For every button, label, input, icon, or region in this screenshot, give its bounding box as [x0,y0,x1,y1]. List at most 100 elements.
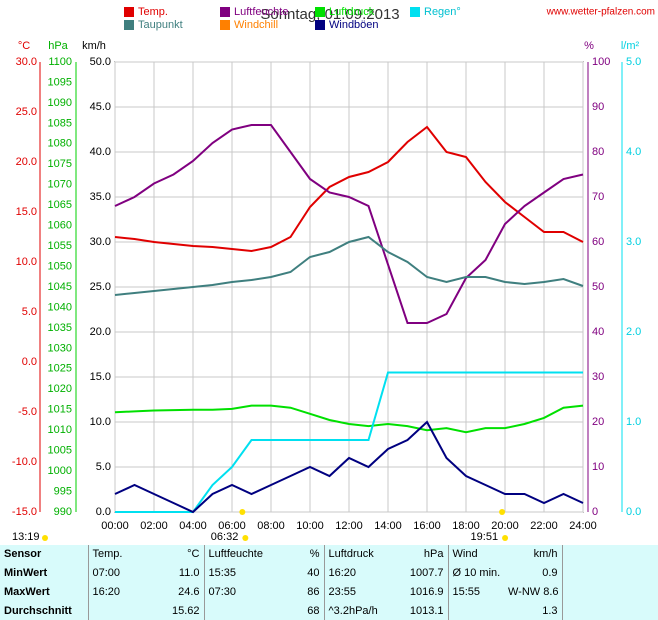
series-line [114,125,584,253]
y-tick-label: 70 [592,191,604,203]
y-tick-label: 0.0 [626,506,641,518]
table-cell: 1016.9 [409,585,444,598]
y-tick-label: 1085 [48,117,72,129]
y-tick-label: 1040 [48,301,72,313]
y-tick-label: 10.0 [16,256,37,268]
table-cell: hPa [423,548,444,561]
table-cell: % [309,548,320,561]
table-cell: Ø 10 min. [447,563,504,583]
y-tick-label: 3.0 [626,236,641,248]
axis-unit: km/h [82,40,106,52]
y-tick-label: 50 [592,281,604,293]
marker-label: 19:51 [471,531,499,543]
legend-swatch [315,7,325,17]
y-tick-label: 1065 [48,199,72,211]
sun-marker [499,509,506,515]
y-tick-label: 1050 [48,260,72,272]
y-tick-label: 1010 [48,424,72,436]
y-tick-label: 1025 [48,363,72,375]
day-length: 13:19 [12,531,40,543]
y-tick-label: -10.0 [12,456,37,468]
x-tick-label: 20:00 [491,520,519,532]
y-tick-label: 25.0 [90,281,111,293]
y-tick-label: 50.0 [90,56,111,68]
table-cell: Wind [447,545,504,564]
x-tick-label: 14:00 [374,520,402,532]
x-tick-label: 08:00 [257,520,285,532]
table-row: Durchschnitt 15.62 68 ^3.2hPa/h 1013.1 1.3 [0,601,658,620]
table-cell [561,582,658,602]
sun-marker [239,509,246,515]
chart: Sonntag, 01.09.2013 www.wetter-pfalzen.c… [12,6,655,543]
y-tick-label: 5.0 [22,306,37,318]
y-tick-label: 995 [54,485,72,497]
legend-swatch [124,7,134,17]
series-line [114,124,584,324]
x-tick-label: 04:00 [179,520,207,532]
table-cell: 1013.1 [409,604,444,617]
y-tick-label: 30 [592,371,604,383]
table-cell: 16:20 [87,582,146,602]
axis-unit: % [584,40,594,52]
table-cell: 1007.7 [409,567,444,580]
y-tick-label: 25.0 [16,106,37,118]
y-tick-label: 35.0 [90,191,111,203]
y-tick-label: 30.0 [90,236,111,248]
table-cell: MaxWert [4,585,50,598]
y-tick-label: 10.0 [90,416,111,428]
x-tick-label: 00:00 [101,520,129,532]
y-tick-label: 4.0 [626,146,641,158]
y-tick-label: 100 [592,56,610,68]
x-tick-label: 18:00 [452,520,480,532]
y-tick-label: 30.0 [16,56,37,68]
table-cell: Sensor [4,548,42,561]
table-cell: 40 [307,567,320,580]
y-tick-label: 1075 [48,158,72,170]
legend-label: Luftfeuchte [234,6,288,18]
y-tick-label: 1045 [48,281,72,293]
y-tick-label: -15.0 [12,506,37,518]
table-cell: 07:30 [203,582,272,602]
table-cell: 16:20 [323,563,390,583]
y-tick-label: 40.0 [90,146,111,158]
axis-unit: l/m² [621,40,640,52]
y-tick-label: 1060 [48,220,72,232]
y-tick-label: 10 [592,461,604,473]
y-tick-label: 60 [592,236,604,248]
table-row: Sensor Temp. °C Luftfeuchte% Luftdruck hPa Win… [0,545,658,564]
y-tick-label: 5.0 [626,56,641,68]
x-tick-label: 06:00 [218,520,246,532]
table-cell [87,601,146,620]
legend-label: Windböen [329,19,379,31]
chart-title: Sonntag, 01.09.2013 [260,6,399,23]
y-tick-label: 1030 [48,342,72,354]
y-tick-label: 1020 [48,383,72,395]
table-cell: 15:35 [203,563,272,583]
table-row: MaxWert 16:20 24.6 07:30 86 23:55 1016.9 15:55 W… [0,582,658,602]
series-line [114,420,584,514]
y-tick-label: 1005 [48,445,72,457]
table-cell: W-NW 8.6 [508,585,559,598]
y-tick-label: 2.0 [626,326,641,338]
y-tick-label: 20 [592,416,604,428]
stats-table: Sensor Temp. °C Luftfeuchte% Luftdruck hPa Win… [0,545,658,620]
axis-unit: °C [18,40,30,52]
legend-swatch [220,7,230,17]
table-cell [561,601,658,620]
table-cell: 24.6 [178,585,200,598]
legend-swatch [124,20,134,30]
y-tick-label: 40 [592,326,604,338]
table-cell [447,601,504,620]
legend-swatch [410,7,420,17]
y-tick-label: 1055 [48,240,72,252]
table-cell: 11.0 [178,567,200,580]
table-cell: 86 [307,585,320,598]
x-tick-label: 16:00 [413,520,441,532]
table-cell: ^3.2hPa/h [323,601,390,620]
legend-swatch [220,20,230,30]
y-tick-label: 1035 [48,322,72,334]
axis-unit: hPa [48,40,68,52]
legend-label: Luftdruck [329,6,375,18]
marker-label: 06:32 [211,531,239,543]
table-cell: Temp. [87,545,146,564]
